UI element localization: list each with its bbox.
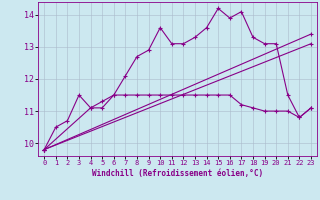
X-axis label: Windchill (Refroidissement éolien,°C): Windchill (Refroidissement éolien,°C) [92,169,263,178]
